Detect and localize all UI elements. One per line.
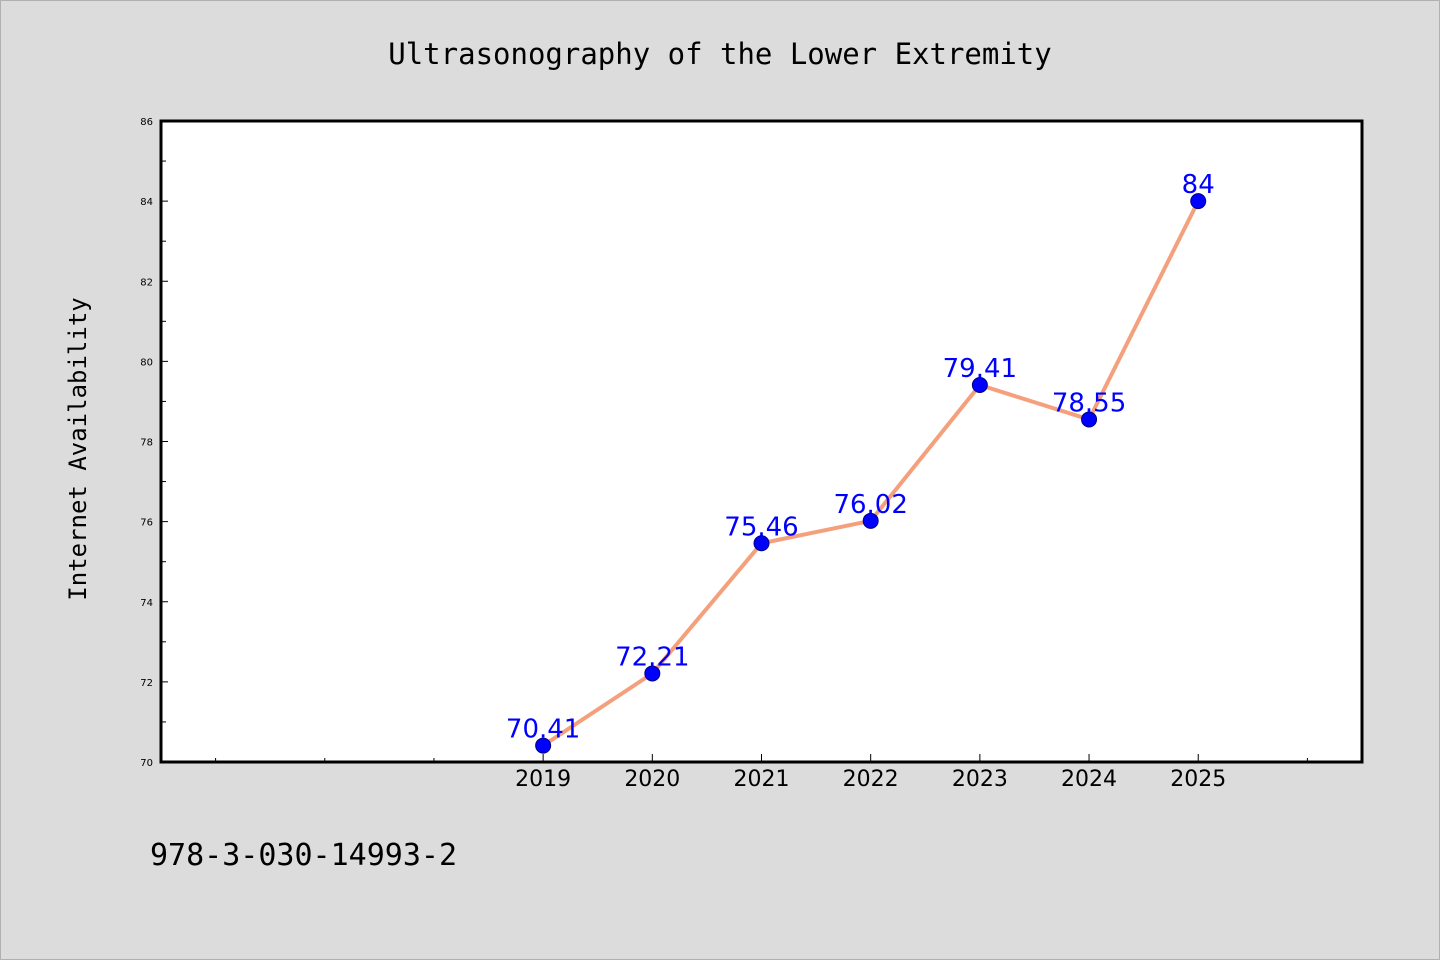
- data-point: [1190, 193, 1207, 210]
- y-tick-label: 82: [140, 277, 153, 288]
- data-label: 79.41: [943, 354, 1017, 384]
- chart-title: Ultrasonography of the Lower Extremity: [388, 37, 1051, 71]
- data-label: 84: [1182, 170, 1215, 200]
- data-label: 72.21: [615, 642, 689, 672]
- data-label: 76.02: [833, 490, 907, 520]
- data-point: [862, 512, 879, 529]
- x-tick-label: 2022: [843, 767, 899, 792]
- plot-frame: [159, 119, 1364, 764]
- y-tick-label: 74: [140, 598, 153, 609]
- data-point: [644, 665, 661, 682]
- x-tick-label: 2020: [624, 767, 680, 792]
- y-tick-label: 80: [140, 357, 153, 368]
- x-tick-label: 2024: [1061, 767, 1117, 792]
- data-label: 70.41: [506, 715, 580, 745]
- x-tick-label: 2023: [952, 767, 1008, 792]
- y-tick-label: 76: [140, 518, 153, 529]
- data-point: [1081, 411, 1098, 428]
- data-point: [971, 377, 988, 394]
- y-tick-label: 72: [140, 678, 153, 689]
- y-tick-label: 78: [140, 438, 153, 449]
- x-tick-label: 2025: [1170, 767, 1226, 792]
- data-label: 78.55: [1052, 388, 1126, 418]
- y-axis-label: Internet Availability: [64, 297, 92, 600]
- footer-isbn-text: 978-3-030-14993-2: [150, 838, 457, 873]
- x-tick-label: 2021: [734, 767, 790, 792]
- y-tick-label: 70: [140, 758, 153, 769]
- x-tick-label: 2019: [515, 767, 571, 792]
- y-tick-label: 84: [140, 197, 153, 208]
- y-tick-label: 86: [140, 117, 153, 128]
- data-point: [753, 535, 770, 552]
- plot-area: [161, 121, 1362, 762]
- data-point: [535, 737, 552, 754]
- data-label: 75.46: [724, 512, 798, 542]
